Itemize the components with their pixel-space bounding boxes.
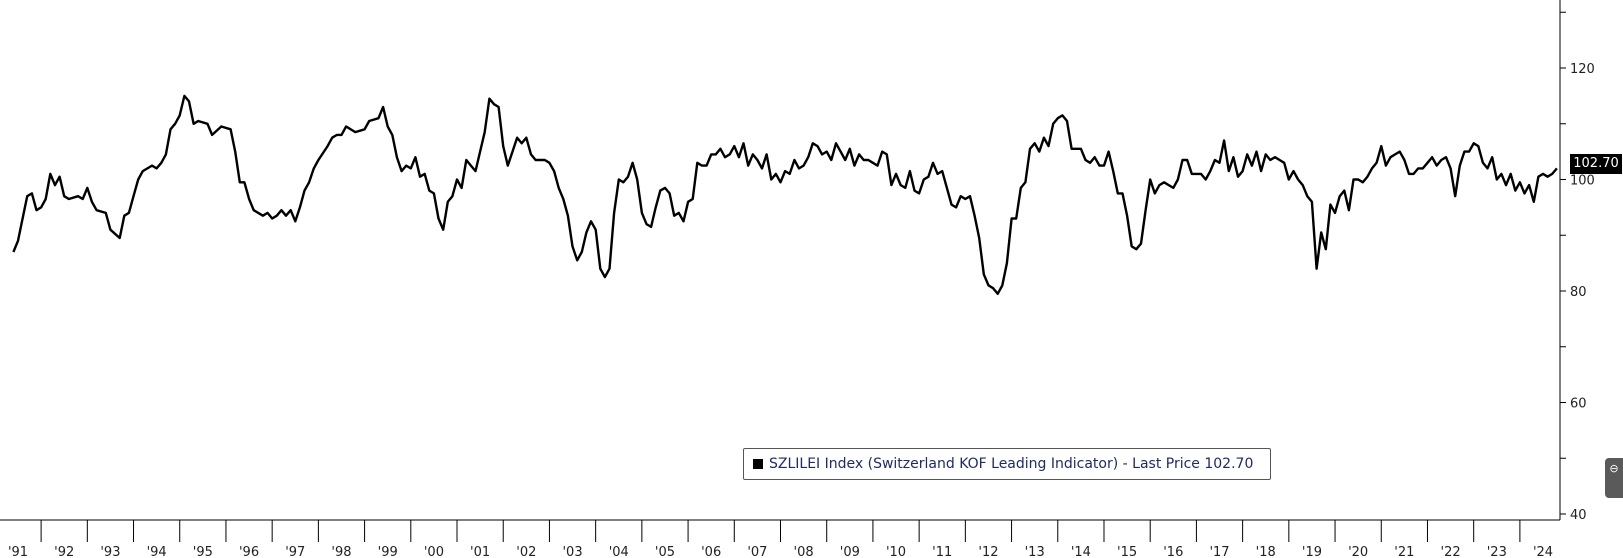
series-line [12,94,1558,295]
x-tick-label: '97 [285,545,305,558]
x-tick-label: '01 [470,545,490,558]
x-tick-label: '22 [1441,545,1461,558]
x-tick-label: '03 [562,545,582,558]
x-tick-label: '16 [1163,545,1183,558]
x-tick-label: '24 [1533,545,1553,558]
x-tick-label: '91 [8,545,28,558]
series-layer [12,94,1558,295]
legend-swatch [753,459,763,469]
y-tick-label: 80 [1570,285,1587,300]
legend-label: SZLILEI Index (Switzerland KOF Leading I… [769,456,1254,472]
x-tick-label: '15 [1117,545,1137,558]
x-tick-label: '08 [794,545,814,558]
x-tick-label: '99 [378,545,398,558]
x-tick-label: '96 [239,545,259,558]
x-tick-label: '18 [1256,545,1276,558]
x-tick-label: '11 [932,545,952,558]
x-tick-label: '00 [424,545,444,558]
x-tick-label: '92 [54,545,74,558]
x-tick-label: '21 [1394,545,1414,558]
expand-icon[interactable]: ⊖ [1605,458,1623,498]
x-tick-label: '19 [1302,545,1322,558]
x-tick-label: '94 [147,545,167,558]
x-tick-label: '20 [1348,545,1368,558]
legend: SZLILEI Index (Switzerland KOF Leading I… [743,448,1271,480]
x-tick-label: '17 [1209,545,1229,558]
x-tick-label: '13 [1025,545,1045,558]
x-tick-label: '07 [747,545,767,558]
y-tick-label: 60 [1570,397,1587,412]
x-tick-label: '98 [331,545,351,558]
x-tick-label: '95 [193,545,213,558]
x-tick-label: '93 [100,545,120,558]
x-tick-label: '06 [701,545,721,558]
x-tick-label: '12 [978,545,998,558]
x-tick-label: '23 [1487,545,1507,558]
y-tick-label: 100 [1570,174,1595,189]
last-price-badge: 102.70 [1570,154,1622,175]
x-tick-label: '14 [1071,545,1091,558]
x-tick-label: '04 [609,545,629,558]
y-tick-label: 40 [1570,508,1587,523]
x-tick-label: '02 [516,545,536,558]
x-tick-label: '10 [886,545,906,558]
x-tick-label: '09 [840,545,860,558]
y-tick-label: 120 [1570,62,1595,77]
x-tick-label: '05 [655,545,675,558]
